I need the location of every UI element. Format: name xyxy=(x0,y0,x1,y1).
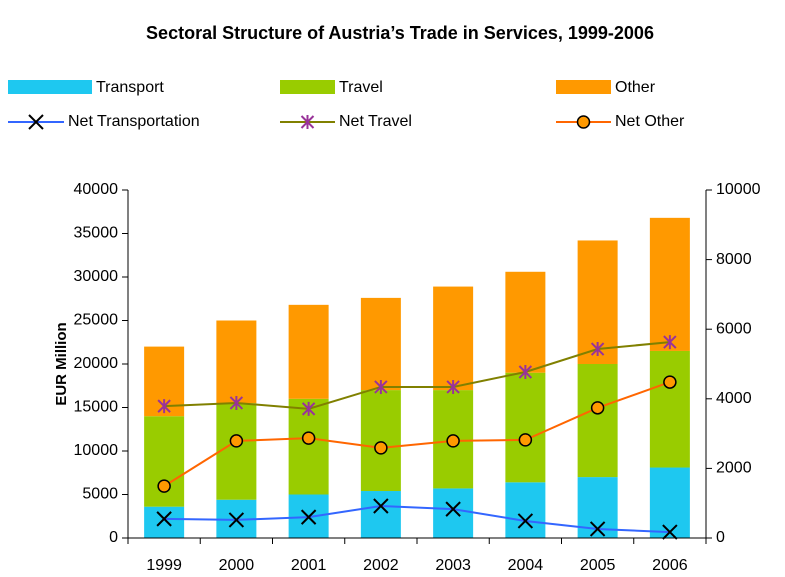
y2-tick-label: 8000 xyxy=(716,251,752,268)
x-tick-label: 2003 xyxy=(435,557,471,574)
line-marker xyxy=(229,434,244,448)
legend-marker xyxy=(300,115,315,129)
legend-swatch xyxy=(8,80,92,94)
line-marker xyxy=(662,524,678,540)
x-tick-label: 2005 xyxy=(580,557,616,574)
bar xyxy=(144,506,185,538)
bar xyxy=(649,217,690,351)
bar xyxy=(649,350,690,468)
chart-title: Sectoral Structure of Austria’s Trade in… xyxy=(146,23,654,43)
line-marker xyxy=(229,395,244,410)
line-marker xyxy=(157,479,171,493)
x-tick-label: 2000 xyxy=(219,557,255,574)
legend-label: Travel xyxy=(339,79,383,96)
bar xyxy=(216,403,257,500)
line-marker xyxy=(157,399,171,414)
y2-tick-label: 4000 xyxy=(716,390,752,407)
y-tick-label: 5000 xyxy=(82,486,118,503)
line-marker xyxy=(517,513,534,529)
y-tick-label: 25000 xyxy=(74,312,119,329)
legend-label: Transport xyxy=(96,79,164,96)
line-marker xyxy=(590,401,605,415)
y-axis-label: EUR Million xyxy=(53,322,70,405)
legend-label: Net Travel xyxy=(339,113,412,130)
y2-tick-label: 6000 xyxy=(716,320,752,337)
bar xyxy=(144,416,185,507)
line-marker xyxy=(446,434,460,448)
bar xyxy=(577,364,618,478)
line-marker xyxy=(590,342,605,357)
y2-tick-label: 10000 xyxy=(716,181,761,198)
y2-tick-label: 0 xyxy=(716,529,725,546)
bar xyxy=(360,491,401,538)
y-tick-label: 35000 xyxy=(74,225,119,242)
line-marker xyxy=(373,498,389,514)
bar xyxy=(216,320,257,404)
line-marker xyxy=(589,521,606,537)
legend-marker xyxy=(576,115,591,129)
line-marker xyxy=(663,375,677,389)
legend-swatch xyxy=(556,80,611,94)
bar xyxy=(433,488,474,538)
legend-label: Net Transportation xyxy=(68,113,200,130)
line-marker xyxy=(156,511,172,527)
legend-label: Other xyxy=(615,79,656,96)
bar xyxy=(505,482,546,538)
bar xyxy=(433,286,474,391)
legend-label: Net Other xyxy=(615,113,685,130)
bar xyxy=(288,304,329,399)
y2-tick-label: 2000 xyxy=(716,460,752,477)
y-tick-label: 30000 xyxy=(74,268,119,285)
y-tick-label: 40000 xyxy=(74,181,119,198)
line-marker xyxy=(518,433,533,447)
y-tick-label: 0 xyxy=(109,529,118,546)
line-marker xyxy=(374,441,388,455)
line-marker xyxy=(446,379,460,394)
line-marker xyxy=(518,365,533,380)
legend-marker xyxy=(28,114,44,130)
bar xyxy=(360,390,401,492)
x-tick-label: 2004 xyxy=(508,557,544,574)
line-marker xyxy=(301,431,316,445)
x-tick-label: 2006 xyxy=(652,557,688,574)
line-marker xyxy=(228,512,245,528)
x-tick-label: 2002 xyxy=(363,557,399,574)
line-marker xyxy=(300,509,317,525)
line-marker xyxy=(663,335,677,350)
line xyxy=(164,504,670,534)
line xyxy=(164,341,670,410)
legend-swatch xyxy=(280,80,335,94)
line-marker xyxy=(445,501,461,517)
y-tick-label: 20000 xyxy=(74,355,119,372)
line xyxy=(163,381,671,487)
bar xyxy=(649,467,690,538)
bar xyxy=(360,297,401,391)
x-tick-label: 2001 xyxy=(291,557,327,574)
y-tick-label: 15000 xyxy=(74,399,119,416)
x-tick-label: 1999 xyxy=(146,557,182,574)
bar xyxy=(505,271,546,373)
line-marker xyxy=(301,401,316,416)
bar xyxy=(505,372,546,483)
y-tick-label: 10000 xyxy=(74,442,119,459)
line-marker xyxy=(374,379,388,394)
